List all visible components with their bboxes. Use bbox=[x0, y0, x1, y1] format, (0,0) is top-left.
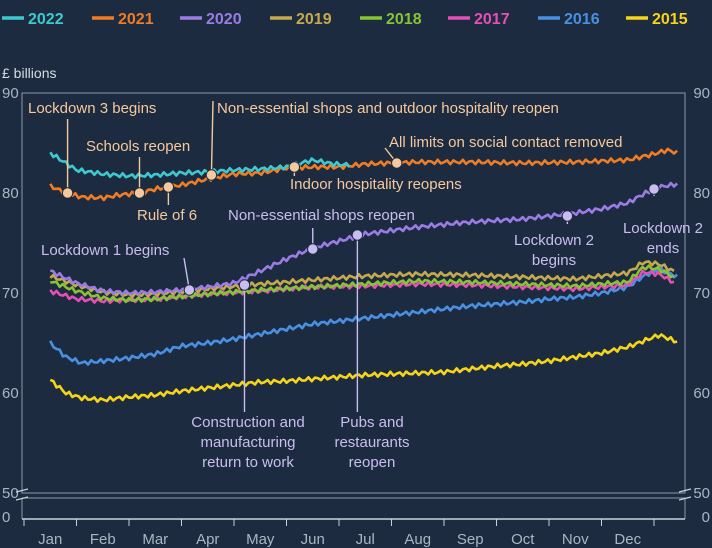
series-line-2021 bbox=[49, 147, 678, 202]
plot-frame bbox=[21, 92, 686, 494]
legend-label-2018[interactable]: 2018 bbox=[386, 11, 422, 28]
annotation-label: Pubs and restaurants reopen bbox=[334, 414, 409, 471]
y-tick-left: 50 bbox=[2, 485, 19, 502]
annotation-marker[interactable] bbox=[162, 181, 175, 193]
legend-label-2017[interactable]: 2017 bbox=[474, 11, 510, 28]
annotation-label: All limits on social contact removed bbox=[389, 134, 622, 151]
y-ticks-right: 90 80 70 60 50 0 bbox=[693, 85, 710, 526]
annotation-label: Lockdown 2 begins bbox=[514, 232, 594, 269]
x-tick-label: Jan bbox=[38, 531, 62, 548]
x-tick-label: Jul bbox=[356, 531, 375, 548]
annotation-marker[interactable] bbox=[288, 161, 301, 173]
annotation-marker[interactable] bbox=[351, 229, 364, 241]
x-tick-label: Aug bbox=[404, 531, 431, 548]
annotation-label: Indoor hospitality reopens bbox=[290, 176, 462, 193]
x-tick-label: Nov bbox=[562, 531, 589, 548]
series-line-2020 bbox=[49, 181, 679, 297]
series-lines bbox=[49, 147, 679, 403]
axis-break-right bbox=[678, 488, 692, 501]
x-tick-label: Sep bbox=[457, 531, 484, 548]
y-tick-left: 0 bbox=[2, 509, 10, 526]
annotation-label: Non-essential shops reopen bbox=[228, 207, 415, 224]
legend-label-2022[interactable]: 2022 bbox=[28, 11, 64, 28]
legend-label-2019[interactable]: 2019 bbox=[296, 11, 332, 28]
annotation-label: Non-essential shops and outdoor hospital… bbox=[217, 100, 559, 117]
annotation-marker[interactable] bbox=[561, 210, 574, 222]
annotation-marker[interactable] bbox=[183, 284, 196, 296]
annotation-label: Schools reopen bbox=[86, 138, 190, 155]
y-tick-right: 60 bbox=[693, 385, 710, 402]
x-tick-label: Apr bbox=[196, 531, 219, 548]
x-tick-label: Mar bbox=[142, 531, 168, 548]
series-line-2016 bbox=[49, 266, 678, 366]
x-tick-label: Dec bbox=[614, 531, 641, 548]
annotation-leader bbox=[210, 100, 214, 176]
x-axis: Jan Feb Mar Apr May Jun Jul Aug Sep Oct Nov Dec bbox=[23, 519, 655, 548]
legend-label-2016[interactable]: 2016 bbox=[564, 11, 600, 28]
annotation-label: Rule of 6 bbox=[137, 207, 197, 224]
y-tick-right: 70 bbox=[693, 285, 710, 302]
y-tick-right: 50 bbox=[693, 485, 710, 502]
annotation-label: Lockdown 1 begins bbox=[41, 242, 169, 259]
annotation-marker[interactable] bbox=[205, 169, 218, 181]
annotation-marker[interactable] bbox=[133, 187, 146, 199]
y-tick-right: 90 bbox=[693, 85, 710, 102]
annotation-label: Lockdown 3 begins bbox=[28, 100, 156, 117]
axis-break-left bbox=[15, 488, 29, 501]
y-unit-label: £ billions bbox=[2, 65, 56, 81]
legend: 2022 2021 2020 2019 2018 2017 2016 2015 bbox=[2, 11, 688, 28]
legend-label-2021[interactable]: 2021 bbox=[118, 11, 154, 28]
y-tick-left: 80 bbox=[2, 185, 19, 202]
y-tick-right: 80 bbox=[693, 185, 710, 202]
y-tick-right: 0 bbox=[702, 509, 710, 526]
legend-label-2020[interactable]: 2020 bbox=[206, 11, 242, 28]
x-tick-label: Oct bbox=[511, 531, 535, 548]
annotation-marker[interactable] bbox=[238, 279, 251, 291]
y-tick-left: 60 bbox=[2, 385, 19, 402]
x-tick-label: Jun bbox=[301, 531, 325, 548]
annotation-marker[interactable] bbox=[61, 187, 74, 199]
annotation-marker[interactable] bbox=[307, 243, 319, 255]
annotations: Lockdown 3 begins Schools reopen Rule of 6… bbox=[28, 100, 703, 471]
y-tick-left: 90 bbox=[2, 85, 19, 102]
annotation-label: Lockdown 2 ends bbox=[623, 220, 703, 257]
series-line-2015 bbox=[49, 333, 678, 403]
annotation-marker[interactable] bbox=[648, 183, 660, 195]
series-line-2018 bbox=[50, 264, 675, 304]
x-tick-label: Feb bbox=[90, 531, 116, 548]
x-tick-label: May bbox=[246, 531, 275, 548]
annotation-label: Construction and manufacturing return to w… bbox=[191, 414, 304, 471]
annotation-marker[interactable] bbox=[391, 157, 403, 169]
y-ticks-left: 90 80 70 60 50 0 bbox=[2, 85, 19, 526]
y-tick-left: 70 bbox=[2, 285, 19, 302]
legend-label-2015[interactable]: 2015 bbox=[652, 11, 688, 28]
